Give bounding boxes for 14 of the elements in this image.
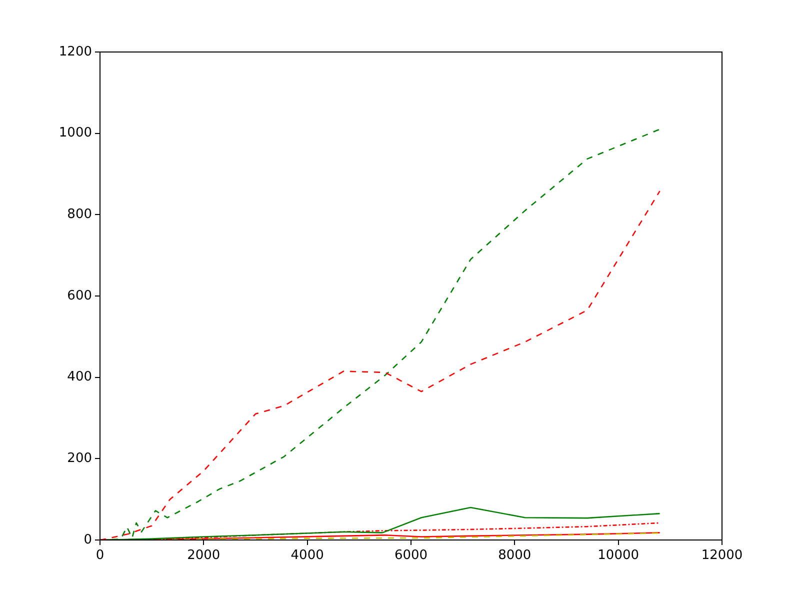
x-tick-label: 4000 <box>290 548 324 564</box>
y-tick-label: 200 <box>67 451 92 466</box>
x-tick-label: 6000 <box>394 548 428 564</box>
y-tick-label: 400 <box>67 370 92 385</box>
x-tick-label: 10000 <box>598 548 640 564</box>
x-tick-label: 12000 <box>701 548 743 564</box>
x-tick-label: 2000 <box>187 548 220 564</box>
y-tick-label: 1000 <box>58 126 92 141</box>
y-tick-label: 1200 <box>58 44 92 60</box>
y-tick-label: 600 <box>67 288 92 304</box>
y-tick-label: 800 <box>67 207 92 222</box>
y-tick-label: 0 <box>84 532 92 548</box>
x-tick-label: 8000 <box>498 548 532 564</box>
x-tick-label: 0 <box>96 548 104 564</box>
